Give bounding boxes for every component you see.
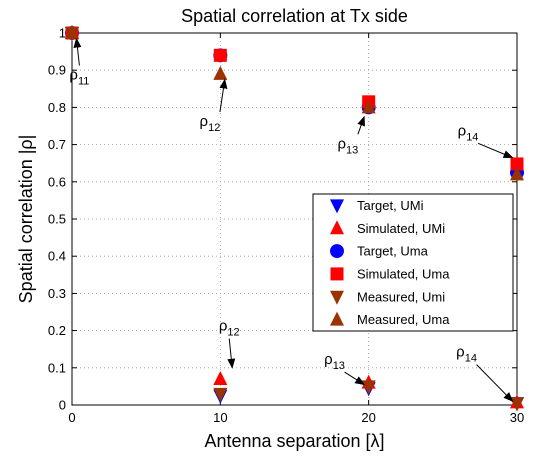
legend-marker [330, 244, 344, 259]
annotation-subscript: 13 [346, 144, 358, 156]
annotation-arrow [73, 37, 82, 66]
annotation-label: ρ14 [458, 122, 479, 143]
annotation-subscript: 14 [465, 353, 477, 365]
annotation-label: ρ11 [69, 67, 89, 88]
y-tick-label: 1 [59, 26, 66, 41]
y-tick-label: 0.9 [48, 63, 66, 78]
annotation-subscript: 12 [227, 327, 239, 339]
annotation-subscript: 12 [208, 122, 220, 134]
legend-label: Simulated, UMi [357, 221, 445, 236]
annotation-arrow [219, 78, 228, 113]
y-tick-label: 0.7 [48, 137, 66, 152]
series-5-point [65, 25, 79, 39]
annotation-base: ρ [219, 318, 228, 335]
series-5-point [510, 166, 524, 181]
y-tick-label: 0.1 [48, 360, 66, 375]
legend-marker [330, 267, 344, 281]
annotation-arrow [357, 115, 365, 135]
legend-box [312, 193, 514, 332]
annotation-label: ρ14 [456, 344, 477, 365]
legend-marker [330, 290, 344, 305]
legend-marker [330, 311, 344, 326]
y-tick-label: 0 [59, 398, 66, 413]
legend-marker [330, 199, 344, 214]
series-4-point [213, 387, 228, 402]
annotation-arrow [227, 338, 236, 369]
annotation-arrow [344, 371, 366, 386]
x-tick-label: 10 [213, 410, 227, 425]
y-tick-label: 0.2 [48, 323, 66, 338]
series-5-point [361, 99, 376, 114]
annotation-subscript: 14 [466, 131, 478, 143]
x-tick-label: 20 [361, 410, 375, 425]
x-axis-title: Antenna separation [λ] [204, 431, 384, 451]
annotation-label: ρ13 [324, 351, 345, 372]
annotation-base: ρ [456, 344, 465, 361]
annotation-base: ρ [338, 135, 347, 152]
series-3-point [213, 48, 227, 62]
legend-label: Target, Uma [357, 244, 429, 259]
y-tick-label: 0.4 [48, 249, 66, 264]
annotation-base: ρ [69, 67, 78, 84]
legend-label: Measured, Umi [357, 289, 445, 304]
annotation-label: ρ13 [338, 135, 359, 156]
annotation-label: ρ12 [200, 113, 221, 134]
series-1-point [213, 370, 228, 385]
annotation-base: ρ [458, 122, 467, 139]
data-marks [65, 25, 524, 412]
annotation-base: ρ [200, 113, 209, 130]
chart-title: Spatial correlation at Tx side [181, 6, 408, 26]
x-tick-label: 0 [68, 410, 75, 425]
y-tick-label: 0.8 [48, 100, 66, 115]
legend-marker [330, 220, 344, 235]
annotation-arrow [476, 364, 514, 402]
y-tick-label: 0.5 [48, 212, 66, 227]
annotation-base: ρ [324, 351, 333, 368]
series-4-point [510, 397, 524, 412]
x-tick-label: 30 [510, 410, 524, 425]
y-tick-label: 0.6 [48, 174, 66, 189]
series-3-point [510, 157, 524, 171]
legend: Target, UMi Simulated, UMi Target, Uma Simu… [312, 193, 514, 332]
annotation-arrow [477, 142, 514, 159]
y-tick-label: 0.3 [48, 286, 66, 301]
series-5-point [213, 65, 228, 80]
legend-label: Target, UMi [357, 198, 424, 213]
axis-ticks: 0 10 20 30 0 0.1 0.2 0.3 0.4 0.5 0.6 0.7 0.8 0.9 1 [48, 26, 524, 426]
annotation-label: ρ12 [219, 318, 240, 339]
legend-label: Measured, Uma [357, 312, 450, 327]
annotation-subscript: 13 [333, 360, 345, 372]
y-axis-title: Spatial correlation |ρ| [16, 135, 36, 304]
legend-label: Simulated, Uma [357, 266, 450, 281]
series-4-point [361, 380, 376, 395]
annotation-subscript: 11 [78, 76, 89, 88]
